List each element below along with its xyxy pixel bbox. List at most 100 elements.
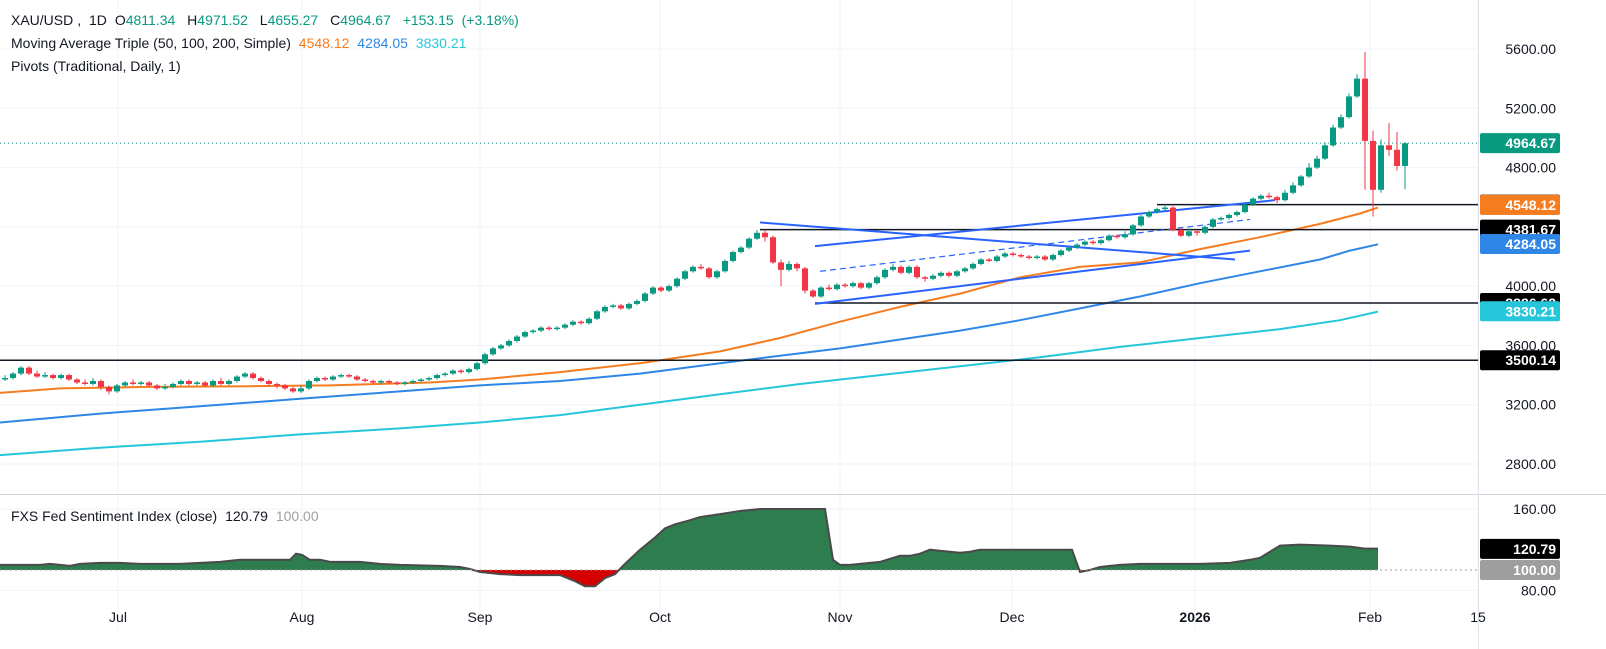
sentiment-line [0, 508, 1378, 588]
candle-body [266, 381, 272, 384]
candle-body [258, 378, 264, 381]
candle [218, 378, 224, 386]
candle-body [850, 283, 856, 287]
price-label-bg [1480, 234, 1560, 255]
candle [754, 229, 760, 241]
candle-body [442, 373, 448, 376]
candle [882, 268, 888, 279]
candle-body [1242, 204, 1248, 213]
candle [242, 372, 248, 379]
candle [874, 275, 880, 285]
candle [346, 373, 352, 379]
candle [522, 330, 528, 339]
candle-body [98, 381, 104, 387]
candle-body [634, 300, 640, 304]
candle [122, 381, 128, 387]
candle-body [298, 388, 304, 392]
y-tick-label: 5200.00 [1505, 100, 1556, 116]
candle-body [1042, 256, 1048, 260]
candle-body [770, 237, 776, 263]
candle [226, 379, 232, 386]
candle [634, 299, 640, 306]
y-tick-label: 4800.00 [1505, 160, 1556, 176]
candle-body [538, 327, 544, 331]
candle [490, 346, 496, 356]
candle [618, 303, 624, 310]
candle-body [762, 232, 768, 238]
price-label-text: 4381.67 [1505, 222, 1556, 238]
candle [1194, 229, 1200, 236]
sentiment-current-value: 120.79 [225, 508, 268, 524]
candle-body [410, 381, 416, 383]
y-tick-label: 5600.00 [1505, 41, 1556, 57]
candle [1394, 132, 1400, 171]
x-tick-label: Oct [649, 609, 671, 625]
candle [1186, 228, 1192, 238]
candle [194, 381, 200, 386]
sub-value-bg [1480, 538, 1560, 559]
candle [994, 255, 1000, 263]
candle [1298, 174, 1304, 187]
candle-body [418, 379, 424, 381]
candle [314, 376, 320, 383]
candle [1026, 255, 1032, 260]
candle [498, 343, 504, 350]
candle-body [1130, 225, 1136, 235]
candlesticks [2, 51, 1408, 395]
ohlc-legend[interactable]: XAU/USD, 1D O4811.34 H4971.52 L4655.27 C… [11, 12, 523, 28]
candle-body [970, 263, 976, 269]
candle [298, 385, 304, 393]
candle [834, 283, 840, 291]
candle [514, 335, 520, 343]
candle [946, 271, 952, 278]
candle [378, 379, 384, 384]
candle-body [698, 266, 704, 269]
candle [1170, 206, 1176, 232]
channel-lower-line [814, 249, 1251, 305]
candle [818, 286, 824, 298]
sub-value-badge: 100.00 [1480, 560, 1560, 580]
candle-body [394, 382, 400, 384]
candle [290, 386, 296, 393]
candle-body [1298, 176, 1304, 186]
candle [738, 246, 744, 254]
candle-body [1010, 253, 1016, 256]
candle [1138, 215, 1144, 227]
candle-body [218, 381, 224, 384]
candle-body [722, 260, 728, 272]
candle-body [810, 290, 816, 297]
candle [1282, 189, 1288, 202]
candle-body [578, 321, 584, 324]
candle-body [482, 354, 488, 364]
pivots-legend[interactable]: Pivots (Traditional, Daily, 1) [11, 58, 185, 74]
candle-body [602, 306, 608, 312]
candle [546, 326, 552, 331]
candle-body [490, 348, 496, 355]
candle [530, 329, 536, 334]
candle-body [1082, 241, 1088, 245]
candle [554, 326, 560, 331]
candle-body [1306, 167, 1312, 177]
candle-body [498, 345, 504, 349]
ma50-value: 4548.12 [298, 35, 350, 51]
candle [1330, 124, 1336, 147]
candle [90, 378, 96, 386]
candle [650, 286, 656, 296]
candle [82, 379, 88, 386]
candle [1098, 238, 1104, 245]
price-label-badge: 3500.14 [1480, 350, 1560, 371]
sentiment-legend-label: FXS Fed Sentiment Index (close) [11, 508, 218, 524]
sentiment-negative-area [0, 570, 1378, 587]
sentiment-legend[interactable]: FXS Fed Sentiment Index (close) 120.79 1… [11, 508, 323, 524]
candle-body [466, 369, 472, 373]
candle [362, 378, 368, 383]
candle [906, 265, 912, 275]
candle [1002, 252, 1008, 258]
candle [1386, 123, 1392, 156]
x-tick-label: Jul [109, 609, 127, 625]
candle-body [2, 378, 8, 380]
candle-body [642, 293, 648, 301]
candle [186, 379, 192, 386]
ma-legend[interactable]: Moving Average Triple (50, 100, 200, Sim… [11, 35, 470, 51]
